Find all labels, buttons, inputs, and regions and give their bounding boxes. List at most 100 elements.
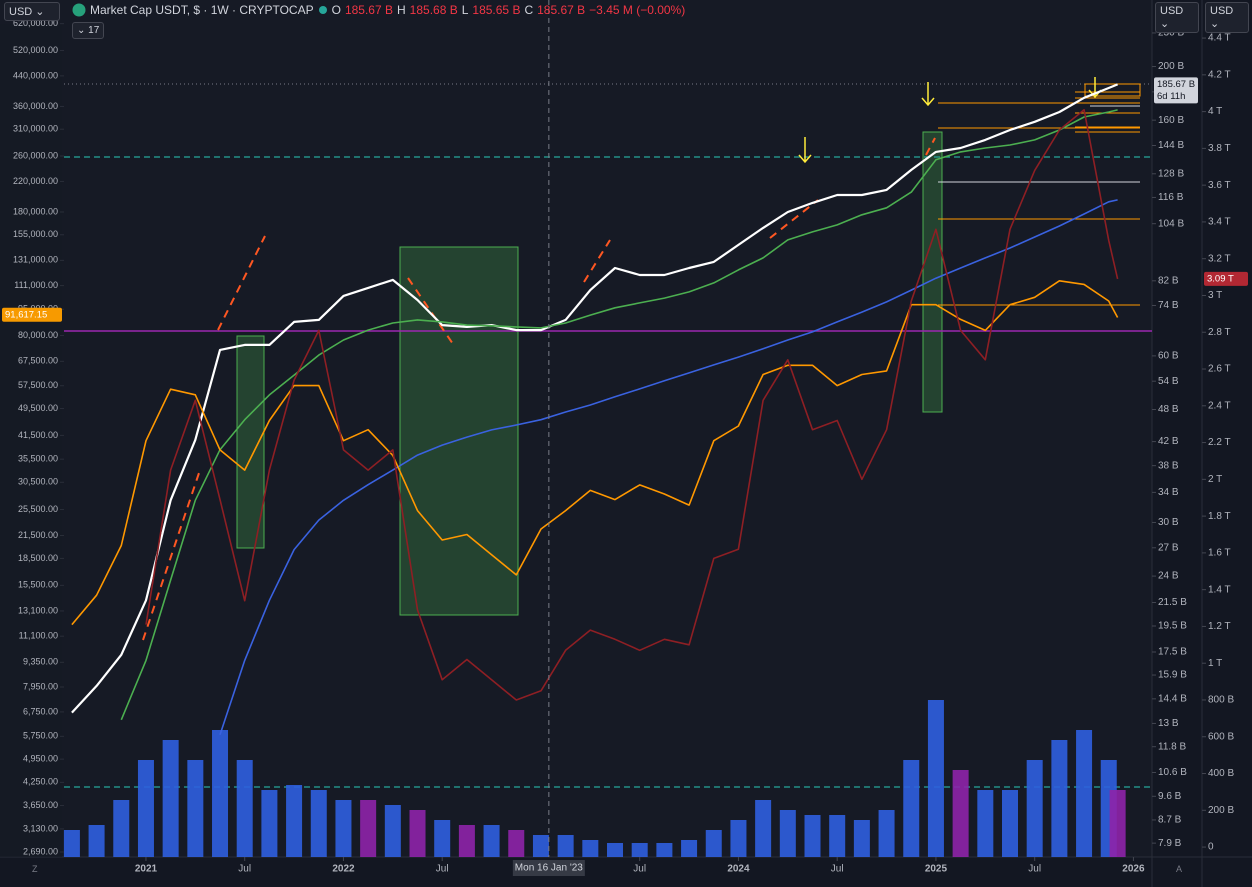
y3-tick-label: 67,500.00	[18, 356, 58, 366]
y3-tick-label: 4,950.00	[23, 754, 58, 764]
y3-tick-label: 155,000.00	[13, 229, 58, 239]
y-tick-label: 54 B	[1158, 376, 1179, 387]
volume-bar	[335, 800, 352, 857]
y-tick-label: 15.9 B	[1158, 670, 1187, 681]
trend-line	[769, 199, 819, 239]
y3-tick-label: 21,500.00	[18, 530, 58, 540]
countdown-label: 6d 11h	[1157, 91, 1185, 102]
volume-bar	[705, 830, 722, 857]
symbol-icon	[72, 3, 86, 17]
volume-bar	[508, 830, 525, 857]
y3-tick-label: 3,130.00	[23, 823, 58, 833]
y-tick-label: 116 B	[1158, 192, 1184, 203]
volume-bar	[384, 805, 401, 857]
last-value-label: 3.09 T	[1207, 273, 1234, 284]
y-tick-label: 60 B	[1158, 351, 1179, 362]
crosshair-label: Mon 16 Jan '23	[515, 863, 584, 874]
x-tick-label: 2022	[332, 864, 355, 875]
y3-tick-label: 80,000.00	[18, 330, 58, 340]
scale-button[interactable]: Z	[32, 864, 38, 874]
y-tick-label: 30 B	[1158, 517, 1179, 528]
y-tick-label: 10.6 B	[1158, 767, 1187, 778]
y2-tick-label: 0	[1208, 842, 1214, 853]
y3-tick-label: 18,500.00	[18, 553, 58, 563]
y-tick-label: 160 B	[1158, 115, 1184, 126]
ohlc-key: O	[331, 3, 341, 17]
volume-bar	[582, 840, 599, 857]
level-box	[1084, 83, 1141, 97]
x-tick-label: 2024	[727, 864, 750, 875]
volume-bar	[853, 820, 870, 857]
currency-button[interactable]: USD ⌄	[1155, 2, 1199, 33]
y2-tick-label: 2.4 T	[1208, 400, 1231, 411]
volume-bar	[162, 740, 179, 857]
y2-tick-label: 3 T	[1208, 290, 1222, 301]
y-tick-label: 13 B	[1158, 718, 1179, 729]
highlight-box	[922, 131, 943, 413]
left-axis-band	[0, 24, 62, 857]
ohlc-value: 185.67 B	[344, 3, 393, 17]
y3-tick-label: 35,500.00	[18, 454, 58, 464]
symbol-title[interactable]: Market Cap USDT, $ · 1W · CRYPTOCAP	[90, 3, 314, 17]
volume-bar	[1076, 730, 1093, 857]
y-tick-label: 48 B	[1158, 404, 1179, 415]
x-tick-label: 2021	[135, 864, 158, 875]
y2-tick-label: 400 B	[1208, 768, 1234, 779]
currency-label: USD	[1210, 5, 1234, 17]
y3-tick-label: 3,650.00	[23, 800, 58, 810]
volume-bar	[409, 810, 426, 857]
volume-bar	[755, 800, 772, 857]
y2-tick-label: 200 B	[1208, 805, 1234, 816]
arrow	[798, 137, 812, 164]
y-tick-label: 82 B	[1158, 275, 1179, 286]
indicators-toggle[interactable]: ⌄ 17	[72, 22, 105, 39]
trend-line	[142, 469, 201, 641]
highlight-box	[399, 246, 519, 616]
x-tick-label: Jul	[1028, 864, 1041, 875]
y3-tick-label: 11,100.00	[19, 631, 58, 641]
series-line	[71, 83, 1119, 714]
y-tick-label: 200 B	[1158, 61, 1184, 72]
status-dot	[318, 6, 327, 14]
last-value-label: 185.67 B	[1157, 79, 1195, 90]
y2-tick-label: 1.4 T	[1208, 584, 1231, 595]
x-tick-label: Jul	[633, 864, 646, 875]
y2-tick-label: 4.2 T	[1208, 69, 1231, 80]
y3-tick-label: 41,500.00	[18, 430, 58, 440]
y3-tick-label: 520,000.00	[13, 45, 58, 55]
legend-header: Market Cap USDT, $ · 1W · CRYPTOCAP O 185…	[72, 3, 685, 17]
y-tick-label: 230 B	[1158, 28, 1184, 39]
trend-line	[217, 235, 266, 331]
y-tick-label: 17.5 B	[1158, 647, 1187, 658]
y2-tick-label: 2.6 T	[1208, 364, 1231, 375]
ohlc-value: 185.65 B	[472, 3, 521, 17]
y-tick-label: 9.6 B	[1158, 791, 1182, 802]
volume-bar	[927, 700, 944, 857]
plot-background	[0, 0, 1152, 857]
scale-button[interactable]: A	[1176, 864, 1183, 874]
volume-bar	[360, 800, 377, 857]
y3-tick-label: 220,000.00	[13, 176, 58, 186]
volume-bar	[878, 810, 895, 857]
volume-bar	[829, 815, 846, 857]
y3-tick-label: 15,500.00	[18, 580, 58, 590]
currency-button[interactable]: USD ⌄	[4, 2, 60, 21]
y2-tick-label: 800 B	[1208, 695, 1234, 706]
volume-bar	[261, 790, 278, 857]
ohlc-value: 185.68 B	[409, 3, 458, 17]
y3-tick-label: 30,500.00	[18, 477, 58, 487]
y3-tick-label: 2,690.00	[23, 846, 58, 856]
last-value-label: 91,617.15	[5, 309, 47, 320]
y3-tick-label: 440,000.00	[13, 70, 58, 80]
ohlc-key: L	[461, 3, 469, 17]
x-tick-label: Jul	[436, 864, 449, 875]
volume-bar	[1109, 790, 1126, 857]
y2-tick-label: 1.6 T	[1208, 548, 1231, 559]
currency-button[interactable]: USD ⌄	[1205, 2, 1249, 33]
y-tick-label: 144 B	[1158, 140, 1184, 151]
x-tick-label: 2026	[1122, 864, 1145, 875]
y-tick-label: 34 B	[1158, 487, 1179, 498]
last-value-marker	[2, 307, 62, 322]
volume-bar	[458, 825, 475, 857]
